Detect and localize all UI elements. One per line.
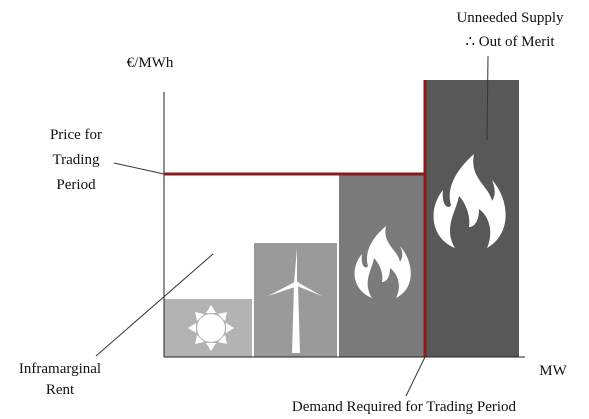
flame-icon: [354, 226, 411, 298]
sun-icon: [188, 305, 234, 351]
price-label: Period: [56, 177, 96, 193]
rent-label: Rent: [46, 382, 75, 398]
supply-label: Unneeded Supply: [456, 10, 564, 26]
leader-line: [405, 356, 426, 397]
demand-label: Demand Required for Trading Period: [292, 399, 517, 415]
x-axis-label: MW: [539, 363, 567, 379]
leader-line: [95, 253, 214, 357]
y-axis-label: €/MWh: [127, 55, 174, 71]
leader-line: [486, 55, 489, 141]
rent-label: Inframarginal: [19, 361, 101, 377]
price-label: Trading: [53, 152, 100, 168]
price-label: Price for: [50, 127, 102, 143]
leader-line: [113, 162, 165, 175]
supply-label: ∴ Out of Merit: [465, 34, 555, 50]
flame-icon: [433, 154, 506, 248]
wind-turbine-icon: [268, 248, 322, 353]
